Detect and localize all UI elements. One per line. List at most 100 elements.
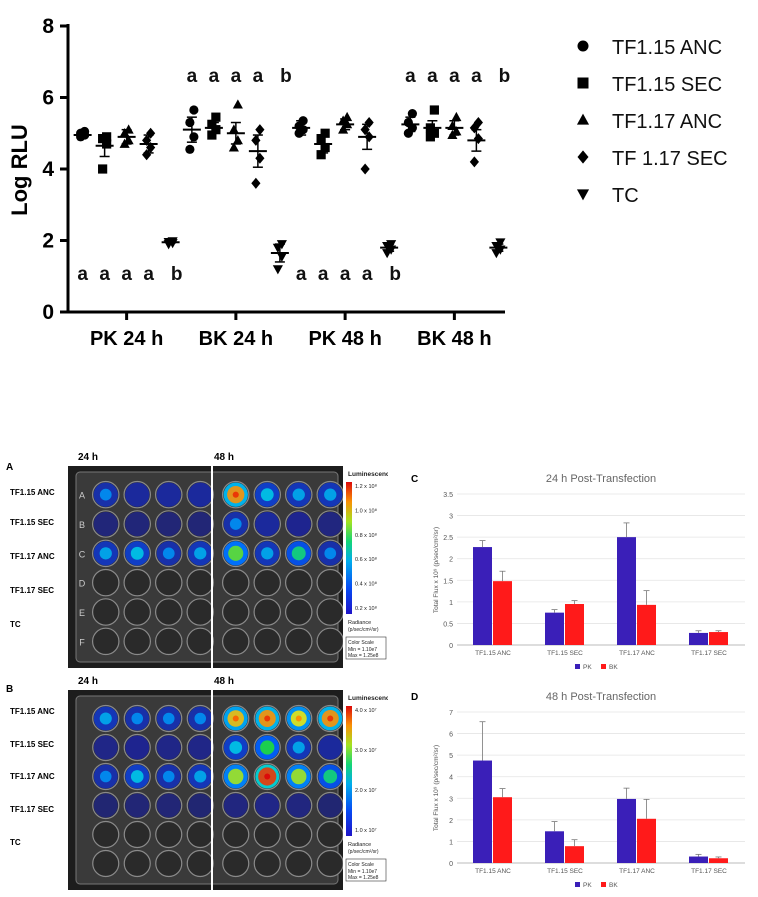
plate-well (186, 568, 215, 597)
panel-a-row-label: TC (10, 620, 21, 629)
x-tick-label: TF1.15 SEC (547, 650, 583, 657)
legend-swatch (575, 664, 580, 669)
well-signal (125, 735, 150, 760)
y-axis-label: Log RLU (7, 124, 32, 216)
data-point-group (248, 124, 267, 189)
well-signal-peak (264, 773, 271, 780)
data-point (360, 163, 370, 175)
x-tick-label: TF1.17 SEC (691, 650, 727, 657)
legend-label: TF1.17 ANC (612, 111, 722, 133)
data-point-group (117, 124, 136, 148)
colorbar-tick-label: 0.6 x 10⁸ (355, 556, 377, 563)
plate-well (155, 820, 183, 849)
plate-well (221, 627, 250, 656)
data-point-group (270, 240, 289, 275)
well-signal (318, 735, 343, 760)
data-point (473, 133, 483, 145)
y-tick-label: 4 (449, 775, 453, 782)
well-signal-core (229, 741, 243, 754)
plate-well (221, 598, 250, 626)
data-point (473, 117, 483, 129)
data-point (251, 134, 261, 146)
log-rlu-scatter-chart: 0 2 4 6 8 Log RLU PK 24 h BK 24 h PK 48 h BK 48 h… (7, 15, 728, 350)
panel-b-row-label: TF1.17 ANC (10, 772, 55, 781)
well-signal-core (99, 712, 112, 725)
plate-row-letter: B (79, 520, 85, 530)
well-signal (318, 793, 343, 818)
legend-label: PK (583, 882, 592, 889)
legend-marker (577, 150, 589, 164)
plate-well (123, 510, 152, 538)
plate-well (155, 791, 183, 820)
legend-label: TF 1.17 SEC (612, 148, 728, 170)
plate-well (316, 820, 344, 849)
x-tick-label: PK 48 h (308, 328, 381, 350)
color-scale-title: Color Scale (348, 862, 374, 868)
legend-label: BK (609, 882, 618, 889)
bar (565, 604, 584, 645)
panel-a-row-label: TF1.17 SEC (10, 586, 55, 595)
well-signal-core (194, 712, 207, 725)
data-point-group (139, 127, 158, 161)
y-tick-label: 4 (42, 158, 54, 181)
well-signal-core (324, 488, 337, 501)
plate-well (253, 598, 282, 626)
plate-well (154, 627, 183, 656)
data-point-group (314, 128, 333, 160)
data-point (228, 124, 239, 134)
data-point (316, 134, 326, 144)
plate-well (186, 791, 214, 820)
plate-well (91, 598, 120, 626)
panel-b-row-label: TC (10, 838, 21, 847)
top-chart-group-letters: a a a a ba a a a ba a a a ba a a a b (77, 66, 510, 285)
plate-well (285, 820, 313, 849)
well-signal (286, 511, 311, 537)
group-letter: b (389, 264, 401, 285)
data-point (189, 132, 199, 142)
legend-label: TF1.15 SEC (612, 74, 722, 96)
colorbar-gradient-bar (346, 482, 352, 614)
panel-a-time-label-48h: 48 h (214, 452, 235, 463)
legend-label: PK (583, 664, 592, 671)
plate-well (284, 568, 313, 597)
well-signal (318, 511, 343, 537)
well-signal-core (260, 740, 275, 755)
data-point-group (226, 99, 245, 152)
plate-well (284, 627, 313, 656)
well-signal-core (292, 488, 305, 501)
well-signal (156, 482, 181, 507)
y-tick-label: 0.5 (443, 621, 453, 628)
y-tick-label: 3 (449, 796, 453, 803)
plate-well (285, 849, 313, 878)
data-point (429, 128, 439, 138)
x-tick-label: TF1.17 SEC (691, 868, 727, 875)
plate-well (91, 627, 120, 656)
well-signal (223, 793, 248, 818)
plate-well (316, 568, 345, 597)
data-point (185, 117, 195, 128)
y-tick-label: 6 (42, 87, 54, 110)
plate-row-letter: D (79, 579, 86, 589)
well-signal-core (162, 547, 175, 560)
group-letter: a (362, 264, 373, 285)
panel-letter: D (411, 692, 418, 703)
colorbar-tick-label: 2.0 x 10⁷ (355, 787, 377, 794)
well-signal-core (324, 547, 337, 560)
legend-swatch (601, 664, 606, 669)
well-signal (93, 511, 118, 537)
colorbar-tick-label: 4.0 x 10⁷ (355, 707, 377, 714)
well-signal-core (291, 768, 307, 785)
top-chart-points (73, 99, 508, 275)
data-point-group (445, 111, 464, 139)
well-grid (92, 704, 344, 878)
well-signal (125, 793, 150, 818)
x-tick-label: BK 48 h (417, 328, 491, 350)
bar (473, 547, 492, 645)
bar (689, 856, 708, 863)
x-tick-label: BK 24 h (199, 328, 273, 350)
well-signal-core (194, 770, 207, 783)
well-signal-core (162, 770, 175, 783)
colorbar-tick-label: 1.2 x 10⁸ (355, 483, 377, 490)
plate-well (253, 820, 281, 849)
group-letter: a (449, 66, 460, 87)
